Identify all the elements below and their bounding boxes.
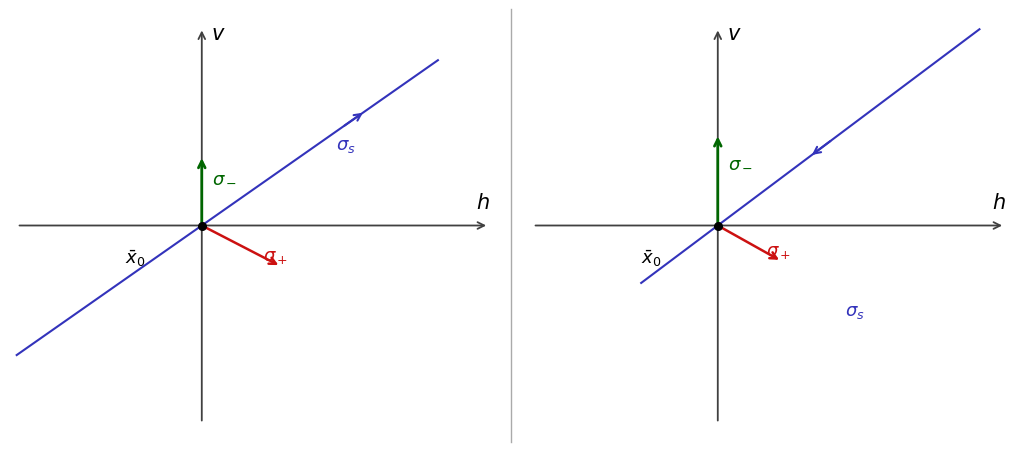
Text: $\sigma_s$: $\sigma_s$ [845,303,865,321]
Text: $\sigma_-$: $\sigma_-$ [728,153,753,170]
Text: $\bar{x}_0$: $\bar{x}_0$ [125,249,146,269]
Text: $\sigma_+$: $\sigma_+$ [263,249,288,267]
Text: $\sigma_s$: $\sigma_s$ [335,138,356,155]
Text: $\sigma_-$: $\sigma_-$ [212,168,237,186]
Text: $v$: $v$ [211,24,225,44]
Text: $h$: $h$ [477,193,490,213]
Text: $\bar{x}_0$: $\bar{x}_0$ [641,249,662,269]
Text: $v$: $v$ [727,24,741,44]
Text: $h$: $h$ [993,193,1006,213]
Text: $\sigma_+$: $\sigma_+$ [767,244,792,262]
